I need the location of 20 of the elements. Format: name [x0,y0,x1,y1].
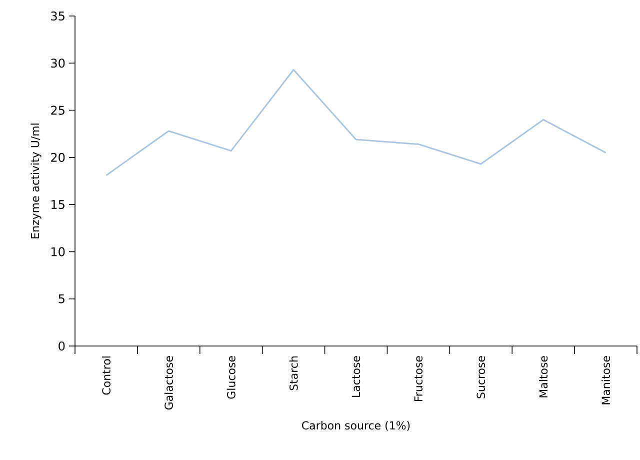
x-tick-label: Fructose [414,356,423,402]
x-axis-title: Carbon source (1%) [302,421,410,431]
x-tick-label: Maltose [539,356,548,398]
line-series [105,68,607,176]
x-tick-label: Control [102,356,110,395]
y-tick-label: 30 [51,58,65,68]
x-tick-label: Starch [289,356,298,390]
x-tick-label: Manitose [602,356,610,404]
y-tick-label: 5 [58,294,64,304]
y-tick-label: 20 [51,152,65,162]
x-tick-label: Lactose [352,356,360,397]
x-tick-label: Glucose [226,356,236,399]
y-axis-title: Enzyme activity U/ml [30,124,42,238]
x-tick-label: Galactose [164,356,173,410]
y-tick-label: 35 [51,11,64,21]
y-tick-label: 10 [52,247,65,256]
y-tick-label: 15 [52,200,64,210]
y-tick-label: 0 [58,341,65,351]
x-tick-label: Sucrose [476,356,486,398]
y-tick-label: 25 [51,106,64,115]
